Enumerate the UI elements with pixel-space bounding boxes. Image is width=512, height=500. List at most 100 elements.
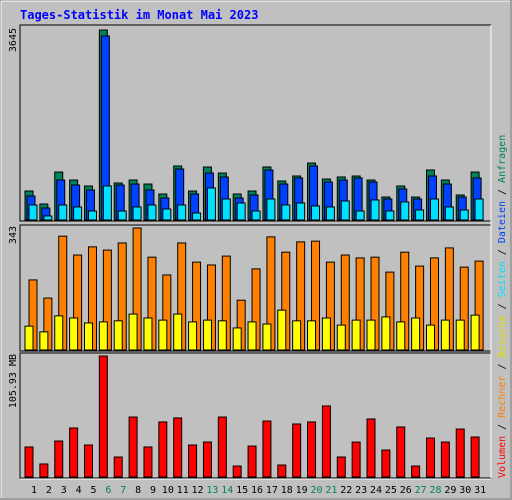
bar xyxy=(262,420,272,478)
legend-separator: / xyxy=(497,243,508,261)
bar xyxy=(54,315,64,351)
bar xyxy=(28,204,38,221)
bar xyxy=(351,441,361,478)
legend-entry: Anfragen xyxy=(497,135,508,183)
x-tick-label: 10 xyxy=(162,485,174,496)
bar xyxy=(321,405,331,478)
bar xyxy=(221,198,231,221)
legend-separator: / xyxy=(497,297,508,315)
bar xyxy=(113,456,123,478)
y-tick-label: 3645 xyxy=(8,28,19,52)
x-tick-label: 17 xyxy=(266,485,278,496)
bar xyxy=(117,210,127,221)
legend-separator: / xyxy=(497,183,508,201)
bar xyxy=(396,321,406,351)
legend: Volumen / Rechner / Besuche / Seiten / D… xyxy=(497,135,508,478)
bar xyxy=(128,416,138,478)
bar xyxy=(83,444,93,478)
x-tick-label: 8 xyxy=(135,485,141,496)
x-tick-label: 25 xyxy=(385,485,397,496)
bar xyxy=(113,320,123,351)
x-tick-label: 3 xyxy=(61,485,67,496)
bar xyxy=(83,322,93,351)
x-tick-label: 5 xyxy=(90,485,96,496)
bar xyxy=(336,324,346,351)
bar xyxy=(43,215,53,221)
bar xyxy=(296,202,306,221)
x-tick-label: 9 xyxy=(150,485,156,496)
x-tick-label: 2 xyxy=(46,485,52,496)
bar xyxy=(147,204,157,221)
x-tick-label: 30 xyxy=(459,485,471,496)
bar xyxy=(262,323,272,351)
bar xyxy=(177,204,187,221)
bar xyxy=(236,202,246,221)
bar xyxy=(292,320,302,351)
legend-separator: / xyxy=(497,358,508,376)
x-tick-label: 12 xyxy=(192,485,204,496)
x-tick-label: 7 xyxy=(120,485,126,496)
bar xyxy=(102,185,112,221)
bar xyxy=(162,208,172,221)
bar xyxy=(370,199,380,221)
bar xyxy=(158,319,168,351)
legend-entry: Volumen xyxy=(497,436,508,478)
bar xyxy=(400,201,410,221)
bar xyxy=(98,321,108,351)
x-tick-label: 19 xyxy=(296,485,308,496)
y-tick-label: 343 xyxy=(8,226,19,244)
x-tick-label: 16 xyxy=(251,485,263,496)
x-tick-label: 6 xyxy=(105,485,111,496)
bar xyxy=(444,206,454,221)
bar xyxy=(73,206,83,221)
bar xyxy=(143,317,153,351)
x-tick-label: 24 xyxy=(370,485,382,496)
bar xyxy=(381,316,391,351)
bar xyxy=(206,187,216,221)
x-tick-label: 11 xyxy=(177,485,189,496)
bar xyxy=(87,210,97,221)
bar xyxy=(470,436,480,478)
bar xyxy=(188,321,198,351)
bar xyxy=(188,444,198,478)
bar xyxy=(307,421,317,478)
bar xyxy=(143,446,153,478)
legend-entry: Seiten xyxy=(497,261,508,297)
bar xyxy=(455,319,465,351)
bar xyxy=(232,465,242,478)
bar xyxy=(24,325,34,351)
panel xyxy=(19,24,492,222)
bar xyxy=(459,209,469,221)
bar xyxy=(340,200,350,221)
bar xyxy=(440,319,450,351)
x-tick-label: 18 xyxy=(281,485,293,496)
bar xyxy=(266,198,276,221)
bar xyxy=(277,309,287,351)
bar xyxy=(440,441,450,478)
bar xyxy=(247,321,257,351)
bar xyxy=(366,319,376,351)
bar xyxy=(292,423,302,478)
bar xyxy=(24,446,34,478)
bar xyxy=(202,319,212,351)
bar xyxy=(366,418,376,478)
bar xyxy=(217,416,227,478)
x-tick-label: 29 xyxy=(444,485,456,496)
x-tick-label: 23 xyxy=(355,485,367,496)
x-tick-label: 27 xyxy=(415,485,427,496)
bar xyxy=(132,206,142,221)
bar xyxy=(321,317,331,351)
bar xyxy=(54,440,64,478)
x-tick-label: 15 xyxy=(236,485,248,496)
bar xyxy=(455,428,465,478)
bar xyxy=(429,198,439,221)
x-tick-label: 22 xyxy=(340,485,352,496)
bar xyxy=(425,437,435,478)
bar xyxy=(247,445,257,478)
bar xyxy=(128,313,138,351)
bar xyxy=(173,313,183,351)
bar xyxy=(415,209,425,221)
bar xyxy=(470,314,480,351)
bar xyxy=(381,449,391,478)
